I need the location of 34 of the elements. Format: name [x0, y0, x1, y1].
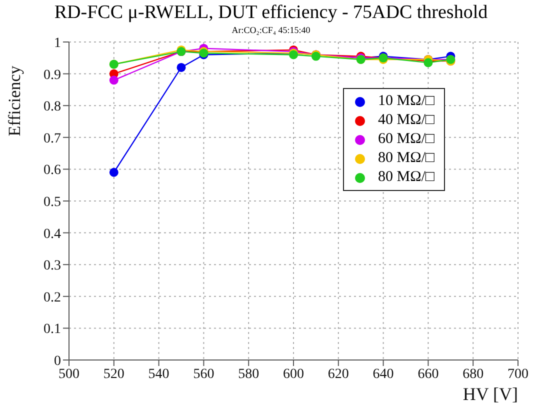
x-tick-label: 600 [283, 366, 304, 382]
point [109, 168, 118, 177]
x-tick-label: 700 [508, 366, 528, 382]
legend-label: 40 MΩ/□ [378, 111, 434, 130]
y-tick-label: 0.7 [44, 131, 61, 146]
x-tick-label: 640 [372, 366, 394, 382]
legend-label: 10 MΩ/□ [378, 92, 434, 111]
y-tick-label: 0.4 [44, 226, 61, 242]
y-tick-label: 0.1 [44, 322, 61, 338]
point [109, 76, 118, 85]
y-axis-title: Efficiency [5, 65, 24, 136]
x-tick-label: 680 [462, 366, 484, 382]
y-tick-label: 0.6 [44, 163, 61, 178]
point [176, 62, 186, 72]
x-tick-label: 620 [328, 366, 349, 382]
y-tick-label: 0.5 [44, 194, 61, 210]
y-tick-label: 0.2 [44, 290, 61, 306]
x-tick-label: 540 [148, 366, 170, 382]
legend-label: 60 MΩ/□ [378, 130, 434, 149]
y-tick-label: 0.9 [44, 68, 61, 83]
x-axis-title: HV [V] [462, 384, 518, 404]
chart-title: RD-FCC μ-RWELL, DUT efficiency - 75ADC threshold [53, 2, 489, 24]
y-tick-label: 0.3 [44, 258, 61, 274]
y-tick-label: 0.8 [44, 100, 61, 115]
legend-label: 80 MΩ/□ [378, 149, 434, 168]
x-tick-label: 500 [58, 366, 80, 382]
y-tick-label: 1 [54, 36, 61, 51]
legend-label: 80 MΩ/□ [378, 168, 434, 187]
x-tick-label: 560 [193, 366, 214, 382]
x-tick-label: 660 [418, 366, 439, 382]
x-tick-label: 580 [238, 366, 260, 382]
y-tick-label: 0 [54, 354, 61, 369]
x-tick-label: 520 [103, 366, 124, 382]
chart-subtitle: Ar:CO₂:CF₄ 45:15:40 [230, 25, 312, 35]
